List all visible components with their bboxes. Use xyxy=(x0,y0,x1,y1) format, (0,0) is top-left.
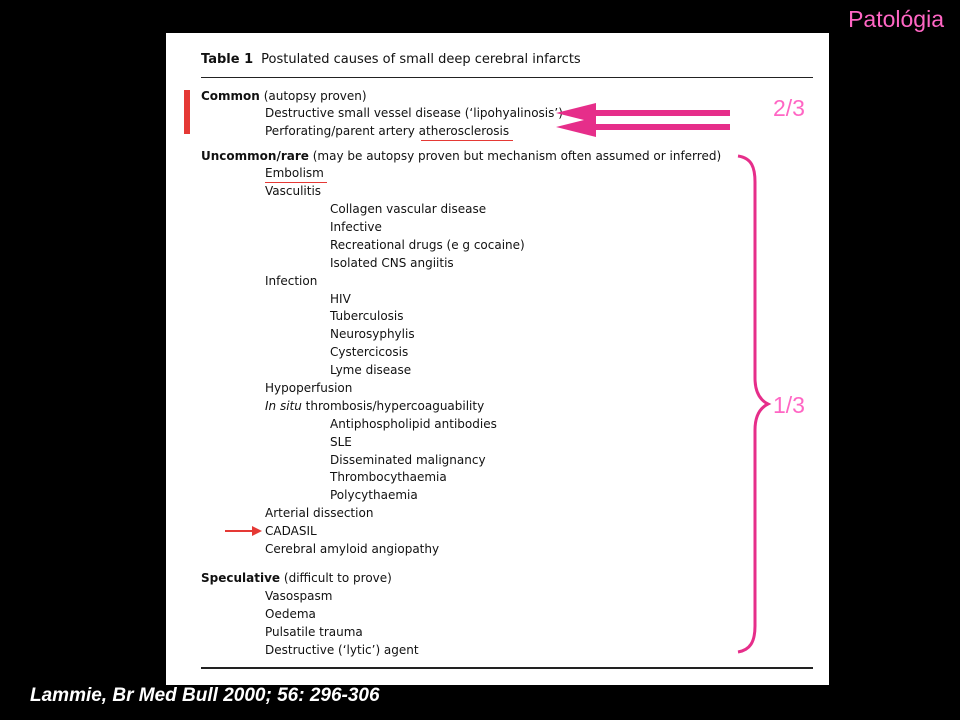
common-note: (autopsy proven) xyxy=(263,89,367,103)
speculative-heading: Speculative xyxy=(201,571,281,585)
insitu-subitem: Antiphospholipid antibodies xyxy=(330,417,497,431)
infection-subitem: Neurosyphylis xyxy=(330,327,415,341)
infection-subitem: Lyme disease xyxy=(330,363,412,377)
section-speculative: Speculative (difficult to prove) xyxy=(201,571,392,586)
common-red-bracket xyxy=(184,90,190,134)
insitu-subitem: Thrombocythaemia xyxy=(330,470,447,484)
arterial-dissection-item: Arterial dissection xyxy=(265,506,374,520)
vasculitis-subitem: Infective xyxy=(330,220,382,234)
table-bottom-rule xyxy=(201,667,813,669)
infection-subitem: HIV xyxy=(330,292,351,306)
embolism-underline xyxy=(265,182,327,183)
fraction-uncommon-label: 1/3 xyxy=(773,392,805,418)
slide-title: Patológia xyxy=(848,6,944,32)
cadasil-red-arrow-icon xyxy=(225,526,262,536)
insitu-subitem: Polycythaemia xyxy=(330,488,418,502)
table-title-text: Postulated causes of small deep cerebral… xyxy=(261,52,581,67)
table-page: Table 1 Postulated causes of small deep c… xyxy=(166,33,829,685)
uncommon-note: (may be autopsy proven but mechanism oft… xyxy=(312,149,722,163)
common-item: Destructive small vessel disease (‘lipoh… xyxy=(265,106,563,120)
table-title: Table 1 Postulated causes of small deep c… xyxy=(201,52,581,67)
infection-subitem: Cystercicosis xyxy=(330,345,409,359)
embolism-item: Embolism xyxy=(265,166,324,180)
cadasil-item: CADASIL xyxy=(265,524,317,538)
amyloid-item: Cerebral amyloid angiopathy xyxy=(265,542,440,556)
insitu-italic: In situ xyxy=(265,399,302,413)
insitu-subitem: Disseminated malignancy xyxy=(330,453,486,467)
pink-arrow-upper-icon xyxy=(556,103,730,123)
common-item: Perforating/parent artery atherosclerosi… xyxy=(265,124,510,138)
table-label: Table 1 xyxy=(201,52,254,67)
section-uncommon: Uncommon/rare (may be autopsy proven but… xyxy=(201,149,721,164)
speculative-item: Pulsatile trauma xyxy=(265,625,363,639)
vasculitis-subitem: Recreational drugs (e g cocaine) xyxy=(330,238,525,252)
insitu-rest: thrombosis/hypercoaguability xyxy=(301,399,485,413)
vasculitis-item: Vasculitis xyxy=(265,184,322,198)
speculative-item: Vasospasm xyxy=(265,589,333,603)
pink-arrow-lower-icon xyxy=(556,117,730,137)
table-top-rule xyxy=(201,77,813,78)
citation: Lammie, Br Med Bull 2000; 56: 296-306 xyxy=(30,685,380,706)
infection-subitem: Tuberculosis xyxy=(330,309,404,323)
speculative-item: Oedema xyxy=(265,607,316,621)
vasculitis-subitem: Isolated CNS angiitis xyxy=(330,256,454,270)
infection-item: Infection xyxy=(265,274,318,288)
vasculitis-subitem: Collagen vascular disease xyxy=(330,202,487,216)
speculative-item: Destructive (‘lytic’) agent xyxy=(265,643,419,657)
section-common: Common (autopsy proven) xyxy=(201,89,367,104)
hypoperfusion-item: Hypoperfusion xyxy=(265,381,353,395)
speculative-note: (difficult to prove) xyxy=(283,571,392,585)
common-heading: Common xyxy=(201,89,260,103)
insitu-item: In situ thrombosis/hypercoaguability xyxy=(265,399,484,414)
fraction-common-label: 2/3 xyxy=(773,95,805,121)
insitu-subitem: SLE xyxy=(330,435,352,449)
atherosclerosis-underline xyxy=(421,140,513,141)
uncommon-heading: Uncommon/rare xyxy=(201,149,309,163)
pink-curly-brace-icon xyxy=(737,154,772,654)
